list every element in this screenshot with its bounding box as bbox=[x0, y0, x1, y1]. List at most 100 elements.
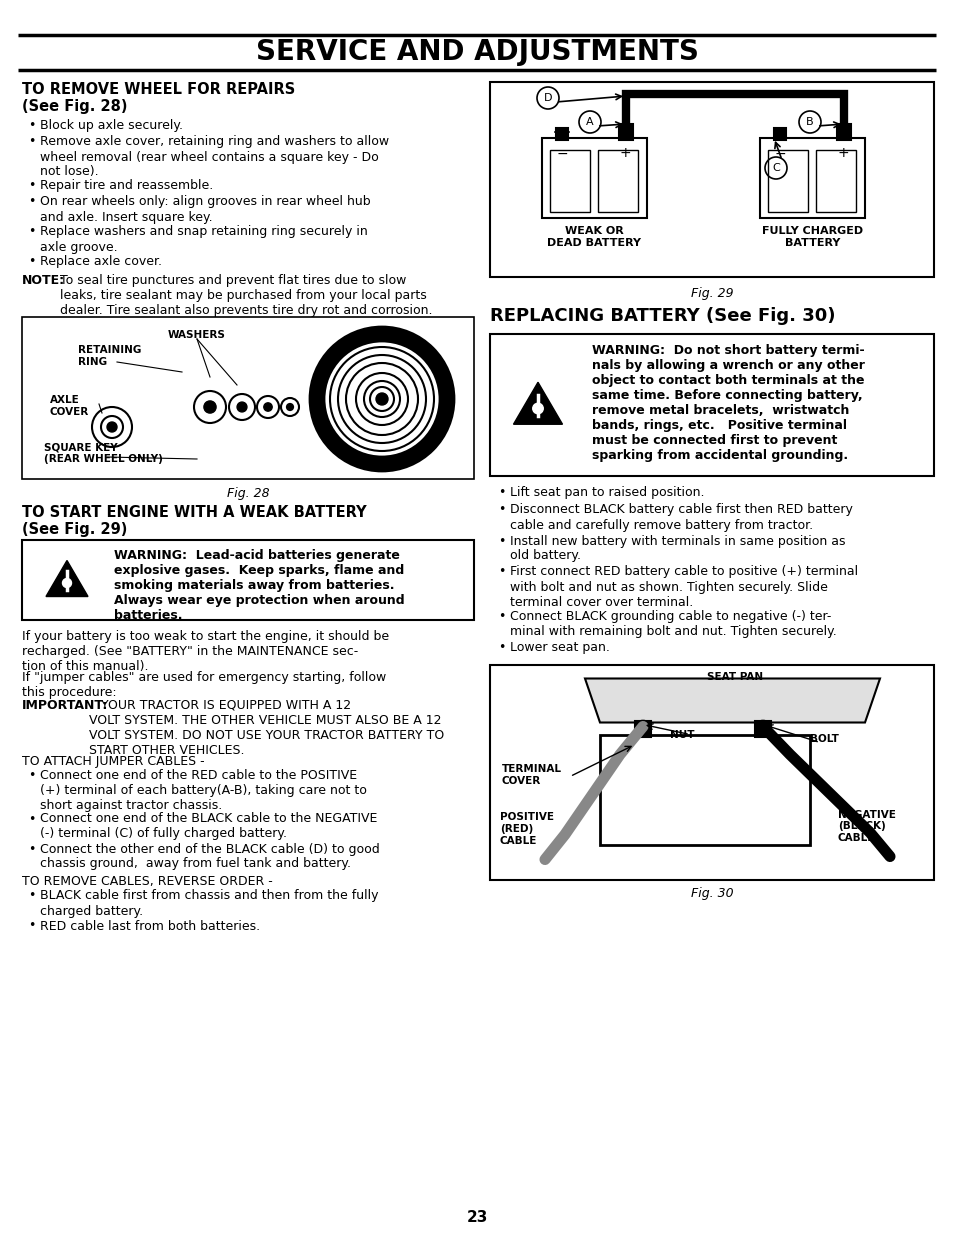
Text: •: • bbox=[497, 487, 505, 499]
Text: 23: 23 bbox=[466, 1210, 487, 1225]
Bar bbox=[490, 664, 933, 879]
Text: A: A bbox=[585, 117, 593, 127]
Text: •: • bbox=[497, 641, 505, 655]
Text: Block up axle securely.: Block up axle securely. bbox=[40, 119, 183, 132]
Polygon shape bbox=[46, 561, 88, 597]
Bar bbox=[618, 124, 633, 140]
Text: C: C bbox=[771, 163, 779, 173]
Circle shape bbox=[324, 341, 439, 457]
Text: •: • bbox=[28, 889, 35, 903]
Bar bbox=[22, 540, 474, 620]
Text: If "jumper cables" are used for emergency starting, follow
this procedure:: If "jumper cables" are used for emergenc… bbox=[22, 671, 386, 699]
Text: TO REMOVE CABLES, REVERSE ORDER -: TO REMOVE CABLES, REVERSE ORDER - bbox=[22, 876, 273, 888]
Text: If your battery is too weak to start the engine, it should be
recharged. (See "B: If your battery is too weak to start the… bbox=[22, 630, 389, 673]
Circle shape bbox=[310, 327, 454, 471]
Text: B: B bbox=[805, 117, 813, 127]
Text: •: • bbox=[497, 610, 505, 622]
Circle shape bbox=[107, 422, 117, 432]
Text: •: • bbox=[28, 179, 35, 191]
Bar bbox=[599, 735, 809, 845]
Text: Remove axle cover, retaining ring and washers to allow
wheel removal (rear wheel: Remove axle cover, retaining ring and wa… bbox=[40, 136, 389, 179]
Text: D: D bbox=[543, 93, 552, 103]
Bar bbox=[836, 124, 850, 140]
Bar bbox=[635, 720, 650, 736]
Text: YOUR TRACTOR IS EQUIPPED WITH A 12
VOLT SYSTEM. THE OTHER VEHICLE MUST ALSO BE A: YOUR TRACTOR IS EQUIPPED WITH A 12 VOLT … bbox=[89, 699, 444, 757]
Bar bbox=[754, 720, 770, 736]
Text: TERMINAL
COVER: TERMINAL COVER bbox=[501, 764, 561, 787]
Text: Fig. 28: Fig. 28 bbox=[227, 487, 269, 500]
Text: TO REMOVE WHEEL FOR REPAIRS: TO REMOVE WHEEL FOR REPAIRS bbox=[22, 82, 294, 98]
Text: RED cable last from both batteries.: RED cable last from both batteries. bbox=[40, 920, 260, 932]
Text: First connect RED battery cable to positive (+) terminal
with bolt and nut as sh: First connect RED battery cable to posit… bbox=[510, 566, 858, 609]
Text: RETAINING
RING: RETAINING RING bbox=[78, 345, 141, 367]
Text: Connect one end of the RED cable to the POSITIVE
(+) terminal of each battery(A-: Connect one end of the RED cable to the … bbox=[40, 769, 367, 811]
Text: •: • bbox=[497, 504, 505, 516]
Text: •: • bbox=[28, 119, 35, 132]
Bar bbox=[22, 317, 474, 479]
Text: Connect BLACK grounding cable to negative (-) ter-
minal with remaining bolt and: Connect BLACK grounding cable to negativ… bbox=[510, 610, 836, 638]
Text: −: − bbox=[556, 147, 567, 161]
Text: Replace axle cover.: Replace axle cover. bbox=[40, 256, 162, 268]
Bar bbox=[773, 128, 785, 140]
Text: Connect one end of the BLACK cable to the NEGATIVE
(-) terminal (C) of fully cha: Connect one end of the BLACK cable to th… bbox=[40, 813, 377, 841]
Circle shape bbox=[286, 404, 294, 410]
Text: Fig. 30: Fig. 30 bbox=[690, 888, 733, 900]
Text: Install new battery with terminals in same position as
old battery.: Install new battery with terminals in sa… bbox=[510, 535, 844, 562]
Text: Connect the other end of the BLACK cable (D) to good
chassis ground,  away from : Connect the other end of the BLACK cable… bbox=[40, 842, 379, 871]
Text: •: • bbox=[497, 535, 505, 547]
Text: On rear wheels only: align grooves in rear wheel hub
and axle. Insert square key: On rear wheels only: align grooves in re… bbox=[40, 195, 370, 224]
Text: REPLACING BATTERY (See Fig. 30): REPLACING BATTERY (See Fig. 30) bbox=[490, 308, 835, 325]
Bar bbox=[815, 149, 855, 212]
Text: NUT: NUT bbox=[669, 730, 694, 740]
Text: WARNING:  Do not short battery termi-
nals by allowing a wrench or any other
obj: WARNING: Do not short battery termi- nal… bbox=[592, 345, 864, 462]
Polygon shape bbox=[513, 383, 562, 425]
Bar bbox=[598, 149, 638, 212]
Text: POSITIVE
(RED)
CABLE: POSITIVE (RED) CABLE bbox=[499, 813, 554, 846]
Text: SERVICE AND ADJUSTMENTS: SERVICE AND ADJUSTMENTS bbox=[255, 38, 698, 65]
Text: −: − bbox=[774, 147, 785, 161]
Text: (See Fig. 28): (See Fig. 28) bbox=[22, 99, 128, 114]
Text: •: • bbox=[28, 195, 35, 209]
Text: +: + bbox=[618, 146, 630, 161]
Bar bbox=[490, 82, 933, 277]
Text: BOLT: BOLT bbox=[809, 735, 838, 745]
Text: NOTE:: NOTE: bbox=[22, 274, 65, 287]
Text: •: • bbox=[28, 226, 35, 238]
Text: Replace washers and snap retaining ring securely in
axle groove.: Replace washers and snap retaining ring … bbox=[40, 226, 367, 253]
Text: Repair tire and reassemble.: Repair tire and reassemble. bbox=[40, 179, 213, 191]
Text: •: • bbox=[497, 566, 505, 578]
Text: BLACK cable first from chassis and then from the fully
charged battery.: BLACK cable first from chassis and then … bbox=[40, 889, 378, 918]
Text: SQUARE KEY
(REAR WHEEL ONLY): SQUARE KEY (REAR WHEEL ONLY) bbox=[44, 442, 163, 463]
Bar bbox=[541, 138, 646, 219]
Text: •: • bbox=[28, 842, 35, 856]
Text: •: • bbox=[28, 920, 35, 932]
Text: TO ATTACH JUMPER CABLES -: TO ATTACH JUMPER CABLES - bbox=[22, 755, 204, 768]
Text: +: + bbox=[837, 146, 848, 161]
Text: •: • bbox=[28, 769, 35, 782]
Text: •: • bbox=[28, 136, 35, 148]
Text: Lower seat pan.: Lower seat pan. bbox=[510, 641, 609, 655]
Text: Fig. 29: Fig. 29 bbox=[690, 287, 733, 300]
Text: NEGATIVE
(BLACK)
CABLE: NEGATIVE (BLACK) CABLE bbox=[837, 809, 895, 842]
Text: Lift seat pan to raised position.: Lift seat pan to raised position. bbox=[510, 487, 703, 499]
Circle shape bbox=[264, 403, 272, 411]
Bar bbox=[550, 149, 589, 212]
Bar bbox=[760, 138, 864, 219]
Text: FULLY CHARGED
BATTERY: FULLY CHARGED BATTERY bbox=[761, 226, 862, 247]
Text: •: • bbox=[28, 256, 35, 268]
Text: IMPORTANT:: IMPORTANT: bbox=[22, 699, 109, 713]
Text: WEAK OR
DEAD BATTERY: WEAK OR DEAD BATTERY bbox=[547, 226, 640, 247]
Circle shape bbox=[204, 401, 215, 412]
Circle shape bbox=[236, 403, 247, 412]
Text: SEAT PAN: SEAT PAN bbox=[706, 673, 762, 683]
Bar bbox=[490, 333, 933, 475]
Text: WASHERS: WASHERS bbox=[168, 330, 226, 340]
Text: TO START ENGINE WITH A WEAK BATTERY: TO START ENGINE WITH A WEAK BATTERY bbox=[22, 505, 366, 520]
Text: (See Fig. 29): (See Fig. 29) bbox=[22, 522, 128, 537]
Text: To seal tire punctures and prevent flat tires due to slow
leaks, tire sealant ma: To seal tire punctures and prevent flat … bbox=[60, 274, 432, 317]
Text: Disconnect BLACK battery cable first then RED battery
cable and carefully remove: Disconnect BLACK battery cable first the… bbox=[510, 504, 852, 531]
Text: AXLE
COVER: AXLE COVER bbox=[50, 395, 90, 416]
Polygon shape bbox=[584, 678, 879, 722]
Circle shape bbox=[375, 393, 388, 405]
Bar bbox=[556, 128, 567, 140]
